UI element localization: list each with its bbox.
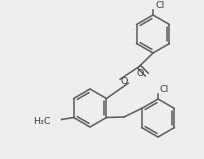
Text: Cl: Cl xyxy=(160,86,169,94)
Text: O: O xyxy=(136,69,144,78)
Text: O: O xyxy=(120,77,128,86)
Text: Cl: Cl xyxy=(155,1,164,10)
Text: H₃C: H₃C xyxy=(33,117,51,126)
